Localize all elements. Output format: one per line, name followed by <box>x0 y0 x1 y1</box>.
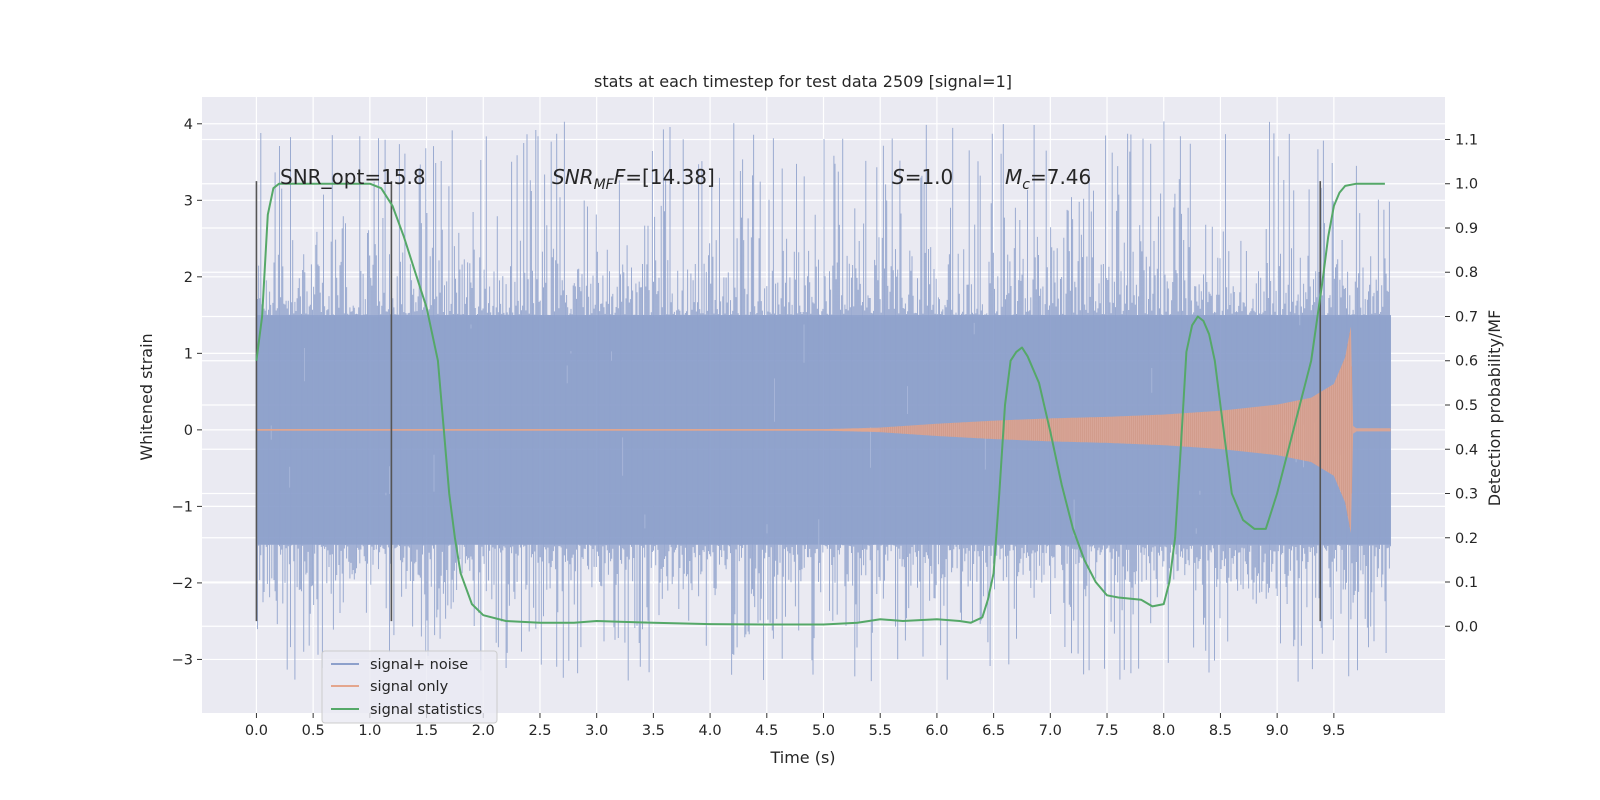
y-right-tick-label-10: 1.0 <box>1455 177 1478 193</box>
x-tick-label-2: 1.0 <box>358 723 381 739</box>
y-right-tick-label-2: 0.2 <box>1455 531 1478 547</box>
annotation-snr-mf-value: =[14.38] <box>625 165 715 189</box>
y-left-tick-label-2: −1 <box>172 499 193 515</box>
x-tick-label-19: 9.5 <box>1322 723 1345 739</box>
y-right-tick-label-4: 0.4 <box>1455 442 1478 458</box>
y-right-tick-label-0: 0.0 <box>1455 619 1478 635</box>
y-right-tick-label-5: 0.5 <box>1455 398 1478 414</box>
annotation-mc-value: =7.46 <box>1030 165 1091 189</box>
legend-label-signal-statistics: signal statistics <box>370 702 482 718</box>
x-tick-label-3: 1.5 <box>415 723 438 739</box>
annotation-snr-mf-subscript: MF <box>594 177 615 193</box>
legend-box <box>321 650 498 724</box>
x-axis-label: Time (s) <box>769 748 835 767</box>
vertical-markers <box>255 181 1322 622</box>
y-right-tick-label-7: 0.7 <box>1455 309 1478 325</box>
x-axis-ticks: 0.0 0.5 1.0 1.5 2.0 2.5 3.0 3.5 4.0 4.5 5.0 5.5 6.0 6… <box>245 713 1345 739</box>
y-left-axis-ticks: −3 −2 −1 0 1 2 3 4 <box>172 117 202 668</box>
annotation-snr-mf: SNRMFF=[14.38] <box>552 165 715 193</box>
x-tick-label-12: 6.0 <box>925 723 948 739</box>
y-right-tick-label-1: 0.1 <box>1455 575 1478 591</box>
y-right-tick-label-11: 1.1 <box>1455 132 1478 148</box>
chart-title: stats at each timestep for test data 250… <box>594 72 1012 91</box>
legend-label-signal-only: signal only <box>370 679 449 695</box>
x-tick-label-11: 5.5 <box>869 723 892 739</box>
y-right-axis-ticks: 0.0 0.1 0.2 0.3 0.4 0.5 0.6 0.7 0.8 0.9 1.0 1.1 <box>1445 132 1478 635</box>
y-left-tick-label-3: 0 <box>184 423 193 439</box>
annotation-s-symbol: S <box>892 165 905 189</box>
x-tick-label-9: 4.5 <box>755 723 778 739</box>
annotation-snr-opt: SNR_opt=15.8 <box>280 165 426 189</box>
x-tick-label-18: 9.0 <box>1266 723 1289 739</box>
annotation-s: S=1.0 <box>892 165 953 189</box>
x-tick-label-13: 6.5 <box>982 723 1005 739</box>
y-left-tick-label-7: 4 <box>184 117 193 133</box>
x-tick-label-6: 3.0 <box>585 723 608 739</box>
y-right-tick-label-8: 0.8 <box>1455 265 1478 281</box>
x-tick-label-14: 7.0 <box>1039 723 1062 739</box>
annotation-s-value: =1.0 <box>905 165 954 189</box>
series-signal-only <box>256 326 1391 534</box>
x-tick-label-5: 2.5 <box>528 723 551 739</box>
y-right-axis-label: Detection probability/MF <box>1485 310 1504 507</box>
y-left-tick-label-4: 1 <box>184 346 193 362</box>
y-left-tick-label-6: 3 <box>184 193 193 209</box>
legend: signal+ noise signal only signal statist… <box>321 650 498 724</box>
x-tick-label-16: 8.0 <box>1152 723 1175 739</box>
y-left-axis-label: Whitened strain <box>137 333 156 460</box>
x-tick-label-0: 0.0 <box>245 723 268 739</box>
series-signal-statistics <box>255 182 1385 626</box>
x-tick-label-10: 5.0 <box>812 723 835 739</box>
y-right-tick-label-3: 0.3 <box>1455 487 1478 503</box>
y-right-tick-label-6: 0.6 <box>1455 354 1478 370</box>
x-tick-label-15: 7.5 <box>1095 723 1118 739</box>
annotation-snr-mf-symbol-tail: F <box>614 165 626 189</box>
y-left-tick-label-0: −3 <box>172 652 193 668</box>
x-tick-label-8: 4.0 <box>699 723 722 739</box>
annotation-snr-mf-symbol: SNR <box>552 165 594 189</box>
annotation-mc-subscript: c <box>1022 177 1030 193</box>
x-tick-label-1: 0.5 <box>302 723 325 739</box>
y-right-tick-label-9: 0.9 <box>1455 221 1478 237</box>
x-tick-label-4: 2.0 <box>472 723 495 739</box>
x-tick-label-7: 3.5 <box>642 723 665 739</box>
y-left-tick-label-1: −2 <box>172 576 193 592</box>
plot-series-area <box>255 121 1391 682</box>
annotation-mc: Mc=7.46 <box>1005 165 1091 193</box>
legend-label-signal-noise: signal+ noise <box>370 657 468 673</box>
y-left-tick-label-5: 2 <box>184 270 193 286</box>
annotation-mc-symbol: M <box>1005 165 1022 189</box>
x-tick-label-17: 8.5 <box>1209 723 1232 739</box>
signal-statistics-line <box>255 182 1385 626</box>
